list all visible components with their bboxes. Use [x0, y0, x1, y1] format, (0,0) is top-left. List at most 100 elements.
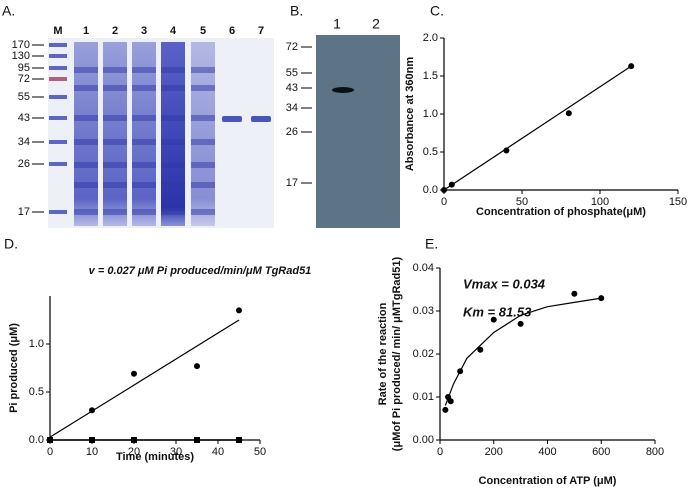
marker-band	[49, 210, 67, 214]
x-tick-label: 40	[212, 446, 224, 458]
band	[74, 115, 98, 121]
marker-label: 95	[18, 62, 30, 74]
x-tick-label: 30	[170, 446, 182, 458]
point	[445, 394, 452, 400]
y-tick-label: 0.5	[29, 386, 44, 398]
panel-label: B.	[290, 3, 303, 19]
x-axis-label: Time (minutes)	[116, 451, 194, 463]
band	[132, 182, 156, 188]
band	[161, 67, 185, 73]
point	[477, 346, 484, 353]
lane-label: 7	[258, 25, 264, 37]
point	[490, 316, 497, 323]
marker-label: 55	[286, 67, 298, 79]
point	[89, 437, 95, 443]
y-tick-label: 0.5	[423, 146, 438, 158]
x-tick-label: 50	[516, 196, 528, 208]
marker-band	[49, 43, 67, 47]
point	[131, 437, 137, 443]
x-tick-label: 50	[254, 446, 266, 458]
band	[222, 116, 242, 122]
x-tick-label: 100	[591, 196, 609, 208]
annotation: Km = 81.53	[463, 304, 532, 319]
x-tick-label: 800	[646, 446, 664, 458]
point	[565, 110, 572, 117]
marker-band	[49, 116, 67, 120]
marker-label: 17	[18, 206, 30, 218]
marker-label: 72	[286, 41, 298, 53]
y-axis-label: Rate of the reaction	[377, 302, 389, 405]
y-tick-label: 0.03	[413, 305, 434, 317]
band	[132, 85, 156, 91]
point	[441, 187, 447, 193]
band	[132, 67, 156, 73]
x-axis-label: Concentration of phosphate(μM)	[476, 206, 646, 218]
point	[503, 147, 510, 154]
point	[236, 437, 242, 443]
marker-label: 17	[286, 177, 298, 189]
point	[194, 437, 200, 443]
y-tick-label: 0.04	[413, 262, 434, 274]
band	[191, 67, 215, 73]
marker-label: 34	[286, 102, 298, 114]
band	[161, 139, 185, 145]
marker-band	[49, 54, 67, 58]
band	[74, 209, 98, 215]
lane-label: 1	[83, 25, 89, 37]
band	[132, 162, 156, 168]
band	[191, 209, 215, 215]
marker-label: 43	[286, 82, 298, 94]
panel-label: E.	[425, 236, 438, 252]
band	[132, 115, 156, 121]
axis	[439, 268, 655, 441]
x-tick-label: 0	[441, 196, 447, 208]
point	[442, 406, 449, 413]
marker-label: 43	[18, 112, 30, 124]
x-tick-label: 200	[485, 446, 503, 458]
panel-label: D.	[4, 236, 18, 252]
band	[74, 139, 98, 145]
band	[191, 115, 215, 121]
marker-band	[49, 162, 67, 166]
point	[47, 437, 53, 443]
band	[132, 209, 156, 215]
panel-label: C.	[430, 3, 444, 19]
marker-band	[49, 95, 67, 99]
x-tick-label: 0	[437, 446, 443, 458]
point	[236, 307, 242, 314]
point	[598, 295, 605, 302]
lane-label: 6	[229, 25, 235, 37]
band	[251, 116, 271, 122]
band	[161, 209, 185, 215]
band	[103, 139, 127, 145]
y-tick-label: 2.0	[423, 32, 438, 44]
point	[571, 290, 578, 297]
annotation: Vmax = 0.034	[463, 276, 546, 291]
lane-label: 2	[112, 25, 118, 37]
band	[191, 85, 215, 91]
band	[74, 182, 98, 188]
y-tick-label: 1.0	[29, 338, 44, 350]
marker-band	[49, 77, 67, 81]
band	[103, 67, 127, 73]
point	[89, 407, 95, 414]
x-tick-label: 0	[47, 446, 53, 458]
point	[517, 320, 524, 327]
x-axis-label: Concentration of ATP (μM)	[479, 475, 617, 487]
x-tick-label: 150	[669, 196, 687, 208]
band	[161, 162, 185, 168]
band	[161, 182, 185, 188]
y-tick-label: 0.0	[423, 184, 438, 196]
point	[628, 63, 635, 70]
band	[191, 182, 215, 188]
point	[194, 363, 200, 370]
axis	[49, 296, 260, 441]
marker-band	[49, 140, 67, 144]
x-tick-label: 10	[86, 446, 98, 458]
y-axis-label: Pi produced (μM)	[8, 323, 20, 413]
y-tick-label: 1.0	[423, 108, 438, 120]
band	[103, 209, 127, 215]
marker-label: 72	[18, 73, 30, 85]
lane-label: 1	[333, 16, 341, 32]
band	[103, 85, 127, 91]
